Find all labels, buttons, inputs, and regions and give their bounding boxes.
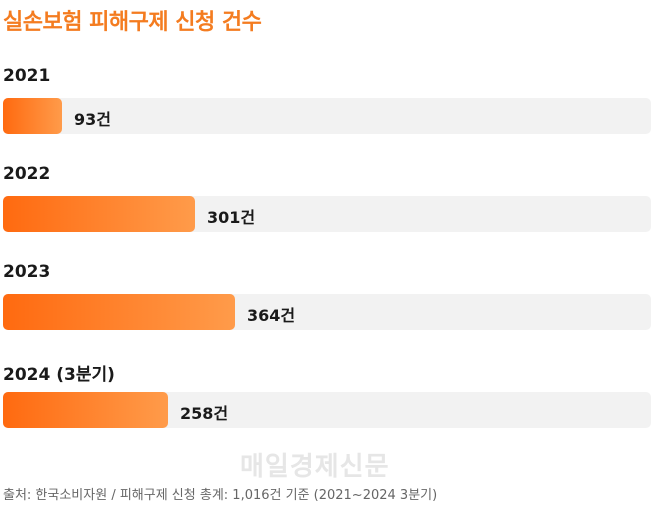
value-label: 364건 [247, 306, 296, 325]
bar [3, 294, 235, 330]
category-label: 2022 [3, 164, 51, 184]
category-label: 2021 [3, 66, 51, 86]
value-label: 258건 [180, 404, 229, 423]
category-label: 2023 [3, 262, 51, 282]
bar [3, 98, 62, 134]
bar-track: 364건 [3, 294, 651, 330]
bar-track: 258건 [3, 392, 651, 428]
category-label: 2024 (3분기) [3, 365, 115, 385]
source-note: 출처: 한국소비자원 / 피해구제 신청 총계: 1,016건 기준 (2021… [3, 488, 438, 503]
value-label: 93건 [74, 110, 111, 129]
value-label: 301건 [207, 208, 256, 227]
bar-track: 93건 [3, 98, 651, 134]
bar [3, 392, 168, 428]
bar [3, 196, 195, 232]
chart-title: 실손보험 피해구제 신청 건수 [3, 10, 262, 35]
watermark: 매일경제신문 [240, 452, 390, 482]
bar-track: 301건 [3, 196, 651, 232]
